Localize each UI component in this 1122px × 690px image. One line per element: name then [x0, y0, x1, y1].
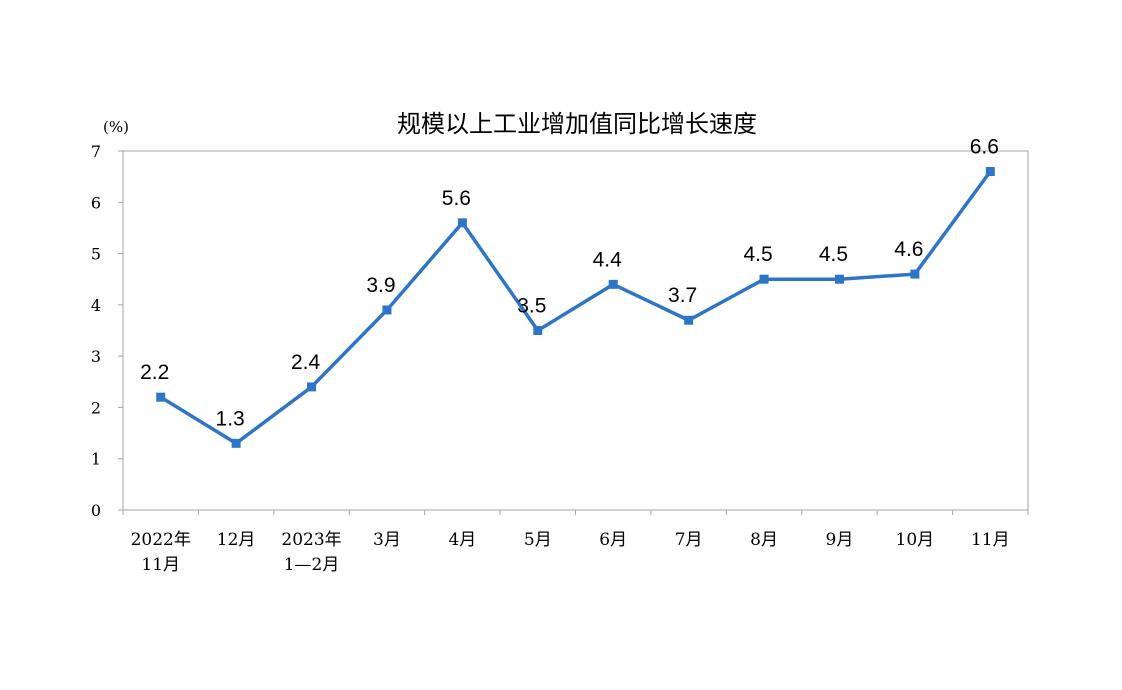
data-label: 4.5 [743, 243, 772, 266]
x-tick-label: 3月 [373, 530, 401, 550]
x-tick-label: 2022年 [131, 530, 191, 550]
y-tick-label: 0 [91, 501, 101, 520]
data-point-marker [382, 305, 392, 315]
data-point-marker [608, 279, 618, 289]
x-tick-label: 11月 [141, 555, 180, 575]
y-tick-label: 3 [91, 347, 101, 366]
data-label: 4.5 [819, 243, 848, 266]
plot-area-frame [122, 150, 1029, 511]
data-point-marker [156, 392, 166, 402]
y-tick-label: 4 [91, 296, 101, 315]
x-tick-label: 1—2月 [284, 555, 340, 575]
data-point-marker [985, 167, 995, 177]
x-tick-label: 5月 [524, 530, 552, 550]
y-tick-label: 6 [91, 193, 101, 212]
y-tick-label: 2 [91, 398, 101, 417]
data-point-marker [307, 382, 317, 392]
x-tick-label: 2023年 [281, 530, 341, 550]
x-tick-label: 9月 [826, 530, 854, 550]
data-label: 3.9 [366, 274, 395, 297]
data-label: 6.6 [970, 136, 999, 159]
x-tick-label: 7月 [675, 530, 703, 550]
data-point-marker [759, 274, 769, 284]
y-tick-label: 7 [91, 142, 101, 161]
x-axis: 2022年 11月 12月 2023年 1—2月 3月 4月 5月 6月 7月 8月 9月 10月 11月 [122, 510, 1029, 575]
series-line [159, 170, 992, 446]
series-line-group: 2.2 1.3 2.4 3.9 5.6 3.5 4.4 3.7 4.5 4.5 4.6 6.6 [140, 136, 999, 448]
data-label: 5.6 [442, 187, 471, 210]
x-tick-label: 10月 [896, 530, 935, 550]
y-axis: 0 1 2 3 4 5 6 7 [91, 142, 123, 520]
data-label: 3.5 [517, 295, 546, 318]
data-point-marker [834, 274, 844, 284]
x-tick-label: 6月 [599, 530, 627, 550]
x-tick-label: 12月 [217, 530, 256, 550]
chart-title: 规模以上工业增加值同比增长速度 [397, 110, 757, 138]
data-point-marker [910, 269, 920, 279]
data-label: 4.6 [894, 238, 923, 261]
y-axis-unit-label: (%) [103, 118, 129, 136]
y-tick-label: 1 [91, 450, 101, 469]
data-label: 4.4 [593, 248, 623, 271]
y-tick-label: 5 [91, 245, 101, 264]
data-label: 2.4 [291, 351, 321, 374]
data-point-marker [684, 315, 694, 325]
x-tick-label: 8月 [750, 530, 778, 550]
data-point-marker [457, 218, 467, 228]
x-tick-label: 4月 [448, 530, 476, 550]
data-label: 2.2 [140, 361, 169, 384]
x-tick-label: 11月 [971, 530, 1010, 550]
data-point-marker [533, 326, 543, 335]
data-label: 1.3 [216, 407, 245, 430]
data-label: 3.7 [668, 284, 697, 307]
data-point-marker [231, 438, 241, 448]
